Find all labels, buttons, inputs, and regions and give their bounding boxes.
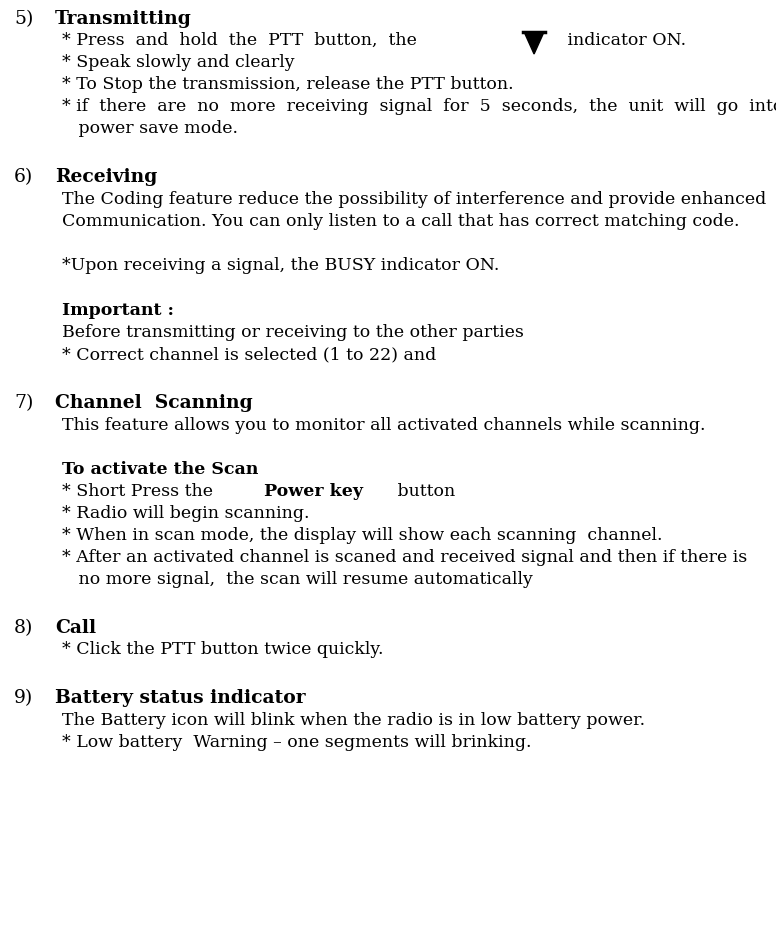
Text: The Battery icon will blink when the radio is in low battery power.: The Battery icon will blink when the rad… bbox=[62, 712, 645, 729]
Text: 9): 9) bbox=[14, 689, 33, 707]
Text: Power key: Power key bbox=[264, 483, 363, 500]
Text: The Coding feature reduce the possibility of interference and provide enhanced: The Coding feature reduce the possibilit… bbox=[62, 191, 766, 208]
Polygon shape bbox=[525, 34, 543, 54]
Text: * Press  and  hold  the  PTT  button,  the: * Press and hold the PTT button, the bbox=[62, 32, 417, 49]
Text: * When in scan mode, the display will show each scanning  channel.: * When in scan mode, the display will sh… bbox=[62, 527, 663, 544]
Text: * Radio will begin scanning.: * Radio will begin scanning. bbox=[62, 505, 310, 522]
Text: Call: Call bbox=[55, 619, 96, 637]
Text: no more signal,  the scan will resume automatically: no more signal, the scan will resume aut… bbox=[62, 571, 533, 588]
Text: Battery status indicator: Battery status indicator bbox=[55, 689, 306, 707]
Text: Before transmitting or receiving to the other parties: Before transmitting or receiving to the … bbox=[62, 324, 524, 341]
Text: Receiving: Receiving bbox=[55, 168, 158, 186]
Text: * Short Press the: * Short Press the bbox=[62, 483, 219, 500]
Text: This feature allows you to monitor all activated channels while scanning.: This feature allows you to monitor all a… bbox=[62, 417, 705, 434]
Text: * To Stop the transmission, release the PTT button.: * To Stop the transmission, release the … bbox=[62, 76, 514, 93]
Text: Channel  Scanning: Channel Scanning bbox=[55, 394, 253, 412]
Text: * Correct channel is selected (1 to 22) and: * Correct channel is selected (1 to 22) … bbox=[62, 346, 436, 363]
Text: * Low battery  Warning – one segments will brinking.: * Low battery Warning – one segments wil… bbox=[62, 734, 532, 751]
Text: 6): 6) bbox=[14, 168, 33, 186]
Text: 5): 5) bbox=[14, 10, 33, 28]
Text: *Upon receiving a signal, the BUSY indicator ON.: *Upon receiving a signal, the BUSY indic… bbox=[62, 257, 500, 274]
Text: Important :: Important : bbox=[62, 302, 174, 319]
Text: * Click the PTT button twice quickly.: * Click the PTT button twice quickly. bbox=[62, 641, 383, 658]
Text: To activate the Scan: To activate the Scan bbox=[62, 461, 258, 478]
Text: * Speak slowly and clearly: * Speak slowly and clearly bbox=[62, 54, 295, 71]
Text: 7): 7) bbox=[14, 394, 33, 412]
Text: Transmitting: Transmitting bbox=[55, 10, 192, 28]
Text: indicator ON.: indicator ON. bbox=[551, 32, 686, 49]
Text: * After an activated channel is scaned and received signal and then if there is: * After an activated channel is scaned a… bbox=[62, 549, 747, 566]
Text: * if  there  are  no  more  receiving  signal  for  5  seconds,  the  unit  will: * if there are no more receiving signal … bbox=[62, 98, 776, 115]
Text: Communication. You can only listen to a call that has correct matching code.: Communication. You can only listen to a … bbox=[62, 213, 740, 230]
Text: button: button bbox=[392, 483, 455, 500]
Text: 8): 8) bbox=[14, 619, 33, 637]
Text: power save mode.: power save mode. bbox=[62, 120, 238, 137]
